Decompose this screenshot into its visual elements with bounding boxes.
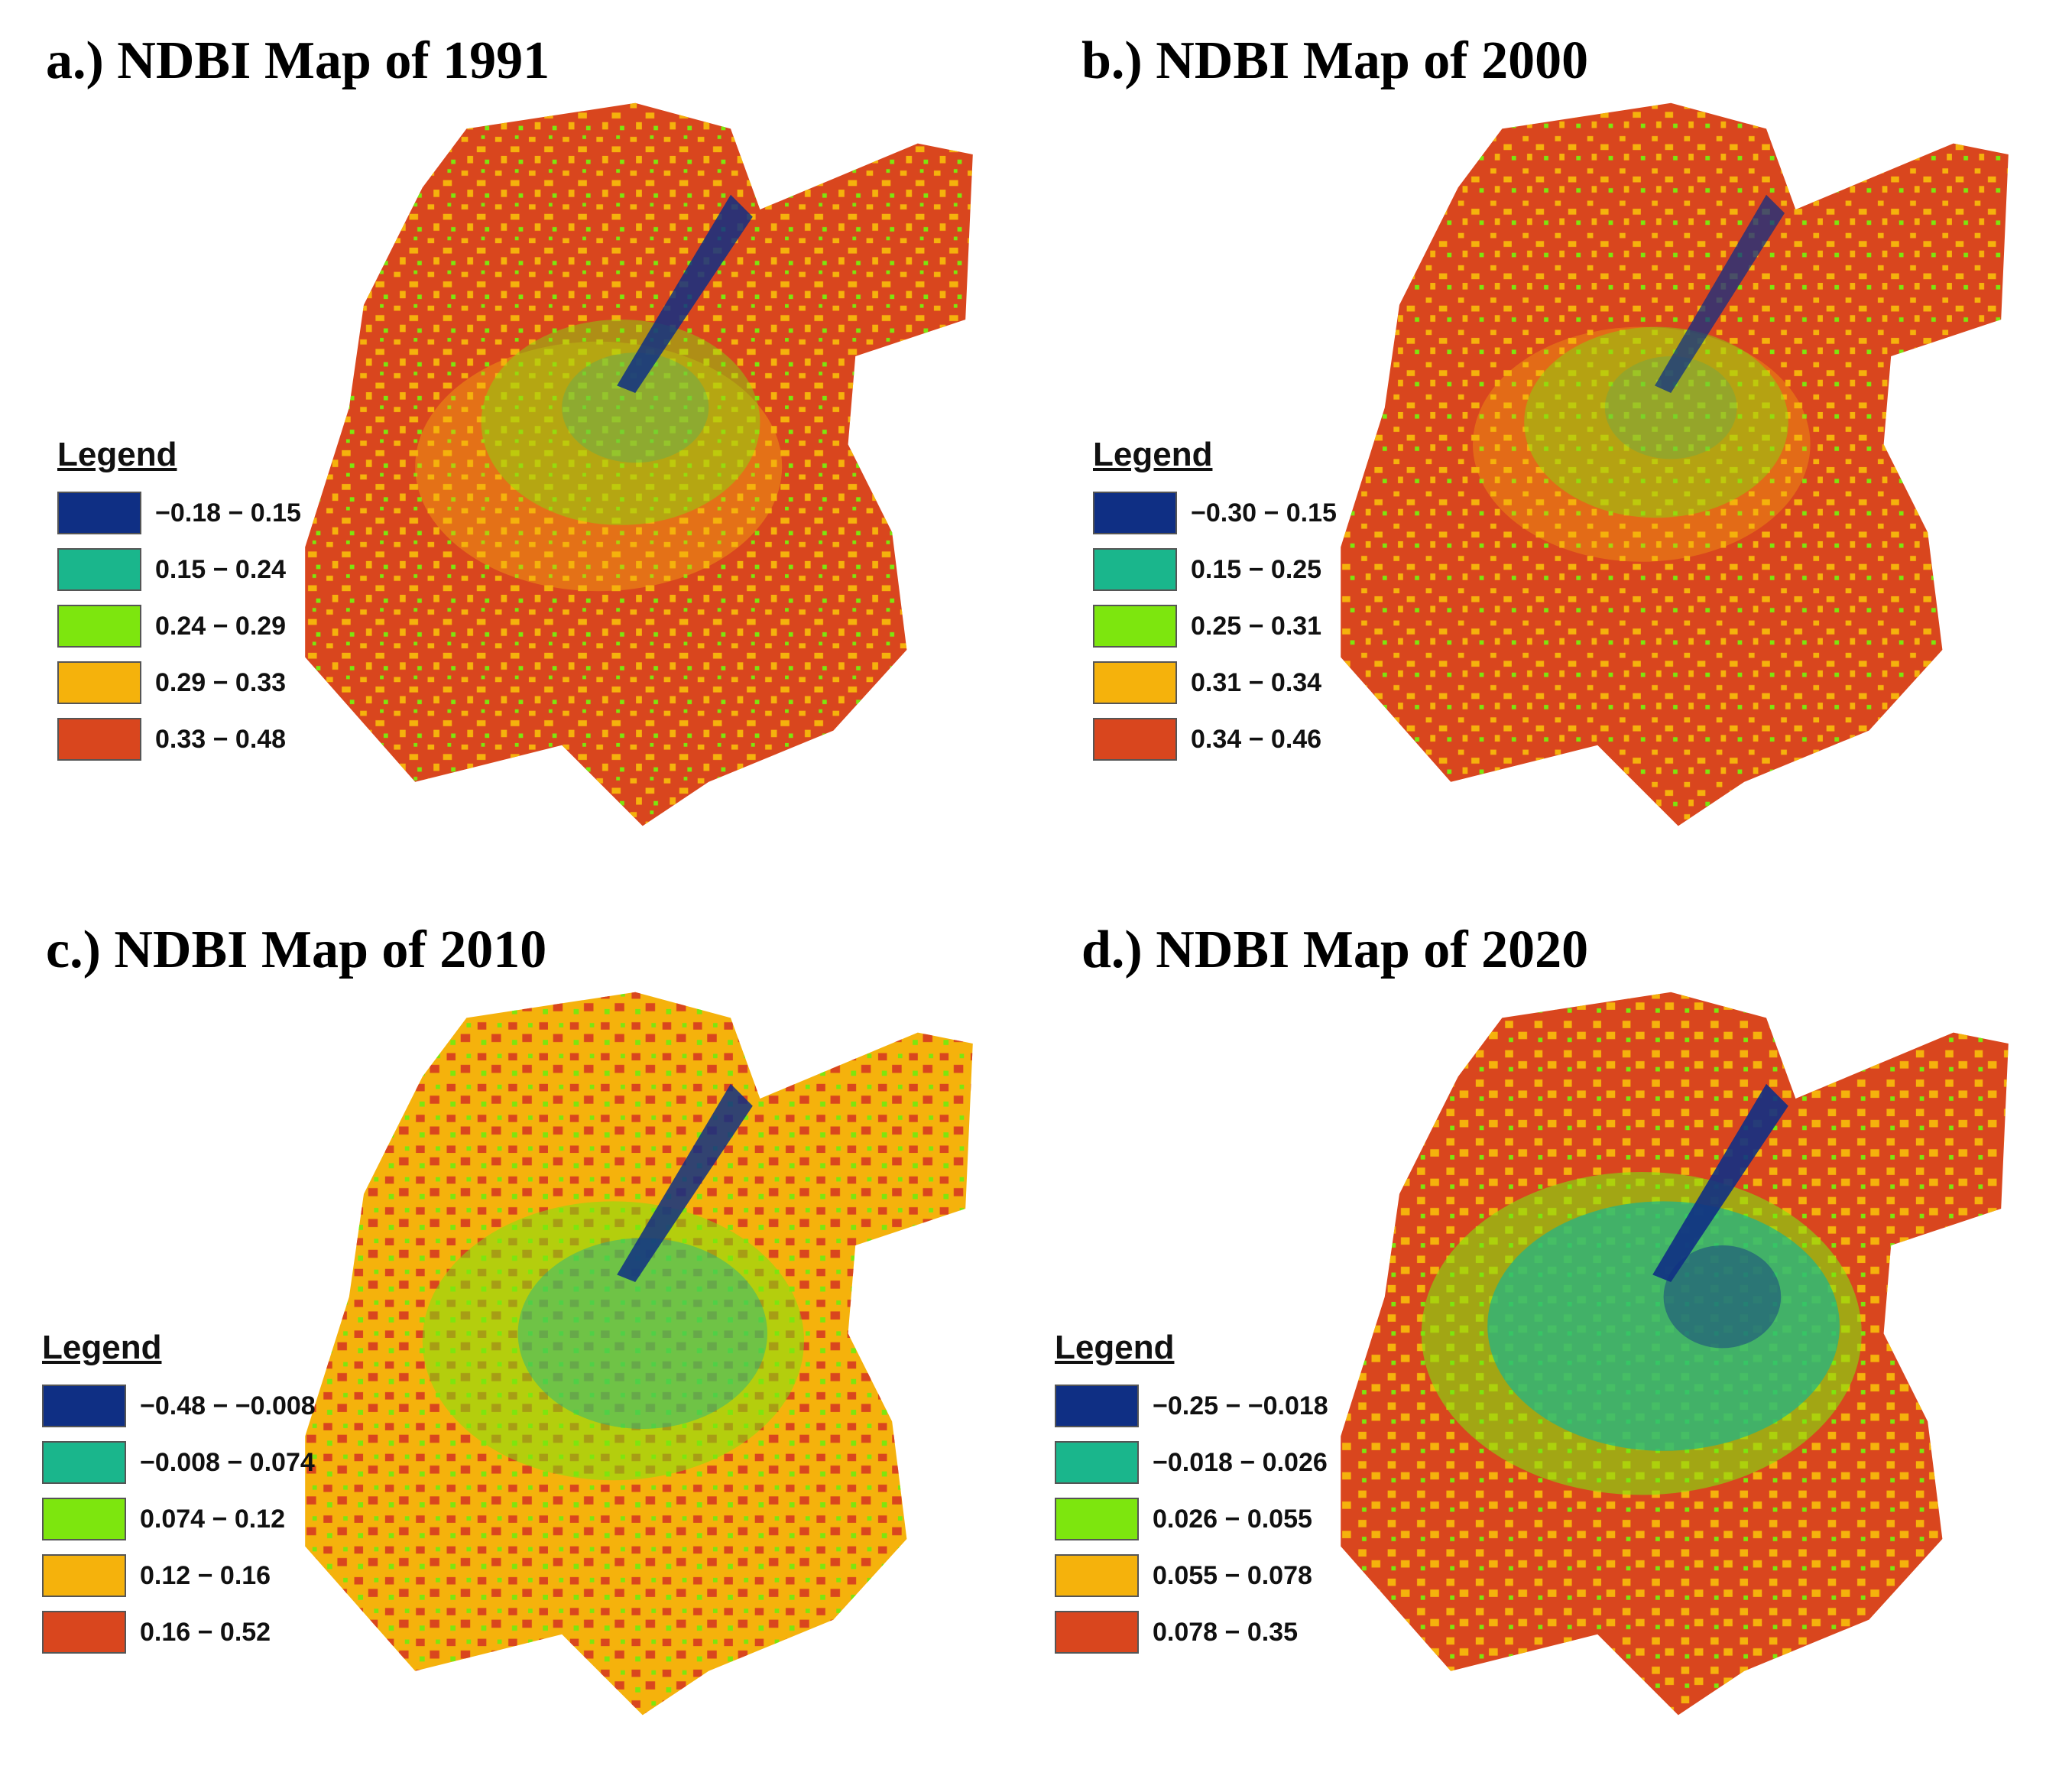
legend-item: 0.074 − 0.12 — [42, 1491, 316, 1547]
legend-label: 0.31 − 0.34 — [1191, 667, 1322, 697]
legend-swatch — [42, 1498, 126, 1540]
legend-item: 0.078 − 0.35 — [1055, 1604, 1328, 1661]
legend-item: 0.16 − 0.52 — [42, 1604, 316, 1661]
legend: Legend −0.48 − −0.008 −0.008 − 0.074 0.0… — [42, 1329, 316, 1661]
ndbi-map-2010 — [305, 992, 973, 1716]
legend-item: −0.008 − 0.074 — [42, 1434, 316, 1491]
map-title: d.) NDBI Map of 2020 — [1081, 920, 1589, 979]
legend-item: −0.25 − −0.018 — [1055, 1378, 1328, 1434]
legend-item: 0.33 − 0.48 — [57, 711, 301, 768]
legend-label: 0.16 − 0.52 — [140, 1617, 271, 1647]
map-title: b.) NDBI Map of 2000 — [1081, 31, 1589, 90]
legend-item: 0.15 − 0.25 — [1093, 541, 1337, 598]
legend-swatch — [1093, 718, 1177, 761]
legend-label: −0.25 − −0.018 — [1153, 1391, 1328, 1420]
legend-item: 0.31 − 0.34 — [1093, 654, 1337, 711]
legend-swatch — [1093, 661, 1177, 704]
legend-label: 0.026 − 0.055 — [1153, 1504, 1312, 1534]
legend-title: Legend — [1055, 1329, 1175, 1366]
legend-item: −0.18 − 0.15 — [57, 485, 301, 541]
legend-label: 0.29 − 0.33 — [155, 667, 287, 697]
ndbi-map-2020 — [1341, 992, 2009, 1716]
legend-label: −0.30 − 0.15 — [1191, 498, 1337, 528]
map-panel-2000: b.) NDBI Map of 2000 Legend −0.30 − 0.15… — [1036, 0, 2071, 889]
legend: Legend −0.18 − 0.15 0.15 − 0.24 0.24 − 0… — [57, 436, 301, 768]
legend-item: 0.34 − 0.46 — [1093, 711, 1337, 768]
legend-label: 0.074 − 0.12 — [140, 1504, 286, 1534]
legend-label: 0.34 − 0.46 — [1191, 724, 1322, 754]
legend-swatch — [57, 548, 141, 591]
legend: Legend −0.30 − 0.15 0.15 − 0.25 0.25 − 0… — [1093, 436, 1337, 768]
map-panel-1991: a.) NDBI Map of 1991 Legend −0.18 − 0.15… — [0, 0, 1036, 889]
legend-swatch — [42, 1385, 126, 1427]
map-title: c.) NDBI Map of 2010 — [46, 920, 547, 979]
legend-swatch — [1055, 1385, 1139, 1427]
legend-item: −0.48 − −0.008 — [42, 1378, 316, 1434]
ndbi-map-2000 — [1341, 102, 2009, 826]
legend-label: −0.018 − 0.026 — [1153, 1447, 1328, 1477]
legend-swatch — [57, 492, 141, 534]
legend-swatch — [42, 1554, 126, 1597]
legend-label: 0.055 − 0.078 — [1153, 1560, 1312, 1590]
legend-swatch — [42, 1611, 126, 1654]
legend-swatch — [1055, 1554, 1139, 1597]
legend-swatch — [1093, 605, 1177, 648]
legend-label: 0.12 − 0.16 — [140, 1560, 271, 1590]
legend-title: Legend — [42, 1329, 162, 1366]
map-panel-2020: d.) NDBI Map of 2020 Legend −0.25 − −0.0… — [1036, 889, 2071, 1778]
legend-label: 0.25 − 0.31 — [1191, 611, 1322, 641]
legend-label: 0.078 − 0.35 — [1153, 1617, 1299, 1647]
map-title: a.) NDBI Map of 1991 — [46, 31, 550, 90]
legend-swatch — [1055, 1441, 1139, 1484]
legend-swatch — [1093, 548, 1177, 591]
legend-item: 0.25 − 0.31 — [1093, 598, 1337, 654]
legend-swatch — [57, 718, 141, 761]
legend-label: 0.33 − 0.48 — [155, 724, 287, 754]
legend-item: 0.15 − 0.24 — [57, 541, 301, 598]
legend-item: 0.055 − 0.078 — [1055, 1547, 1328, 1604]
legend-item: 0.29 − 0.33 — [57, 654, 301, 711]
legend-item: −0.30 − 0.15 — [1093, 485, 1337, 541]
legend-label: −0.008 − 0.074 — [140, 1447, 315, 1477]
legend-label: 0.24 − 0.29 — [155, 611, 287, 641]
legend-item: 0.24 − 0.29 — [57, 598, 301, 654]
legend-title: Legend — [57, 436, 177, 473]
legend-item: 0.026 − 0.055 — [1055, 1491, 1328, 1547]
legend-title: Legend — [1093, 436, 1213, 473]
legend-swatch — [57, 661, 141, 704]
legend-label: −0.48 − −0.008 — [140, 1391, 316, 1420]
legend-swatch — [1093, 492, 1177, 534]
legend-item: 0.12 − 0.16 — [42, 1547, 316, 1604]
legend-label: 0.15 − 0.25 — [1191, 554, 1322, 584]
legend-swatch — [42, 1441, 126, 1484]
legend-label: −0.18 − 0.15 — [155, 498, 301, 528]
legend-label: 0.15 − 0.24 — [155, 554, 287, 584]
map-panel-2010: c.) NDBI Map of 2010 Legend −0.48 − −0.0… — [0, 889, 1036, 1778]
legend: Legend −0.25 − −0.018 −0.018 − 0.026 0.0… — [1055, 1329, 1328, 1661]
legend-swatch — [1055, 1498, 1139, 1540]
legend-swatch — [1055, 1611, 1139, 1654]
legend-item: −0.018 − 0.026 — [1055, 1434, 1328, 1491]
ndbi-map-1991 — [305, 102, 973, 826]
legend-swatch — [57, 605, 141, 648]
